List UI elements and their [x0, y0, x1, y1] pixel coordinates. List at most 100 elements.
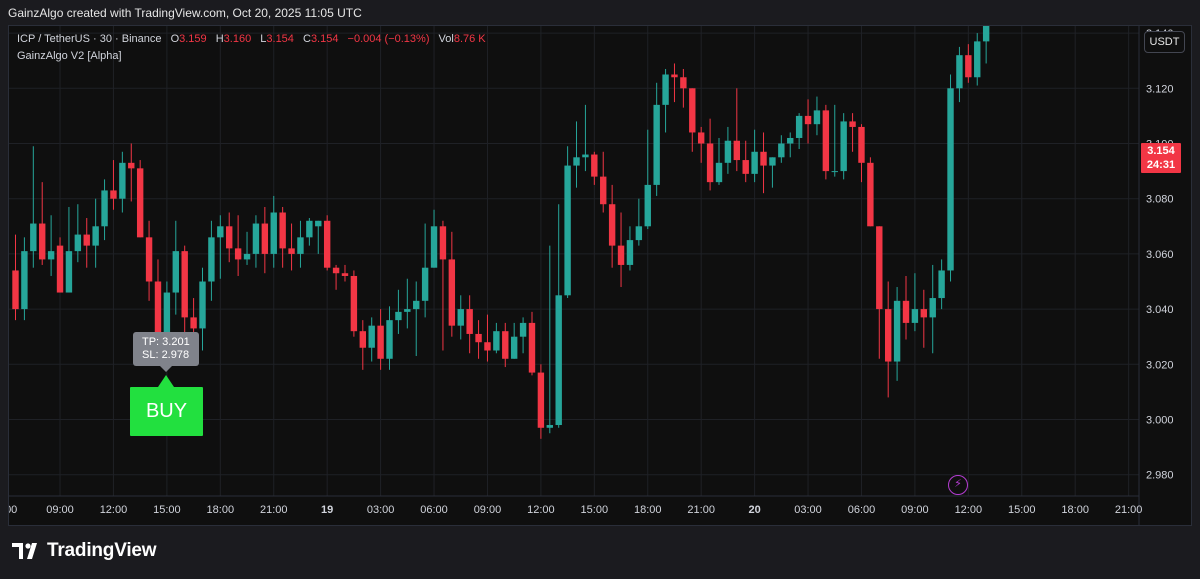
candle[interactable] — [671, 63, 678, 103]
candle[interactable] — [742, 140, 749, 183]
candle[interactable] — [386, 306, 393, 370]
candle[interactable] — [56, 237, 64, 293]
candle[interactable] — [217, 215, 224, 279]
candle[interactable] — [30, 146, 37, 268]
candle[interactable] — [689, 88, 696, 152]
candle[interactable] — [421, 223, 429, 318]
candle[interactable] — [350, 270, 358, 337]
candle[interactable] — [813, 96, 821, 136]
candle[interactable] — [564, 146, 571, 299]
candle[interactable] — [635, 198, 643, 246]
candle[interactable] — [519, 317, 527, 354]
candle[interactable] — [252, 215, 260, 268]
candle[interactable] — [920, 289, 928, 348]
candle[interactable] — [510, 322, 518, 359]
candle[interactable] — [617, 212, 625, 288]
candle[interactable] — [359, 320, 366, 370]
candle[interactable] — [911, 273, 919, 332]
candle[interactable] — [644, 129, 651, 230]
candle[interactable] — [608, 184, 616, 268]
candle[interactable] — [493, 322, 500, 354]
candle[interactable] — [448, 231, 456, 337]
candle[interactable] — [715, 137, 723, 185]
candle[interactable] — [876, 226, 883, 359]
candle[interactable] — [867, 157, 874, 227]
candle[interactable] — [884, 281, 892, 398]
candle[interactable] — [466, 295, 473, 354]
lightning-icon[interactable]: ⚡︎ — [948, 475, 968, 495]
candle[interactable] — [822, 104, 830, 180]
candle[interactable] — [83, 218, 90, 268]
candle[interactable] — [787, 132, 794, 158]
candle[interactable] — [234, 215, 242, 276]
candle[interactable] — [528, 311, 536, 376]
candle[interactable] — [306, 218, 313, 246]
candle[interactable] — [982, 26, 990, 64]
candle[interactable] — [21, 237, 28, 321]
candle[interactable] — [582, 104, 589, 172]
candle[interactable] — [697, 126, 705, 163]
candle[interactable] — [555, 204, 562, 428]
candle[interactable] — [769, 157, 776, 188]
candle[interactable] — [626, 226, 634, 271]
candle[interactable] — [101, 179, 108, 241]
candle[interactable] — [243, 231, 251, 265]
candle[interactable] — [537, 364, 545, 439]
candle[interactable] — [902, 275, 910, 340]
candle[interactable] — [39, 182, 46, 265]
candle[interactable] — [119, 151, 126, 213]
candle[interactable] — [74, 204, 82, 263]
candle[interactable] — [279, 206, 286, 268]
candle[interactable] — [751, 129, 758, 183]
chart-frame[interactable]: 2.9602.9803.0003.0203.0403.0603.0803.100… — [8, 25, 1192, 526]
brand[interactable]: TradingView — [12, 540, 157, 562]
candle[interactable] — [404, 278, 411, 329]
candle[interactable] — [947, 74, 954, 282]
candle[interactable] — [778, 135, 785, 163]
candle[interactable] — [706, 118, 714, 191]
candle[interactable] — [395, 289, 402, 334]
candle[interactable] — [288, 223, 295, 271]
candle[interactable] — [315, 220, 322, 254]
currency-button[interactable]: USDT — [1144, 31, 1185, 53]
candle[interactable] — [208, 220, 215, 301]
candle[interactable] — [804, 99, 812, 144]
candle[interactable] — [457, 295, 464, 340]
candle[interactable] — [475, 320, 482, 359]
candle[interactable] — [181, 245, 188, 343]
candle[interactable] — [795, 113, 803, 150]
candle[interactable] — [439, 220, 447, 351]
candle[interactable] — [261, 206, 269, 274]
candle[interactable] — [47, 215, 55, 276]
candle[interactable] — [270, 195, 277, 268]
candle[interactable] — [128, 143, 135, 202]
candle[interactable] — [831, 104, 838, 177]
candle[interactable] — [502, 322, 509, 368]
candle[interactable] — [12, 234, 19, 321]
candle[interactable] — [546, 245, 553, 434]
candle[interactable] — [92, 198, 99, 268]
candle[interactable] — [199, 267, 206, 351]
candle[interactable] — [600, 151, 607, 213]
candle[interactable] — [172, 220, 179, 315]
candle[interactable] — [662, 68, 669, 133]
candle[interactable] — [368, 317, 375, 362]
candle[interactable] — [145, 220, 153, 301]
candle[interactable] — [430, 209, 438, 268]
candle[interactable] — [956, 46, 963, 103]
candle[interactable] — [341, 264, 349, 282]
candle[interactable] — [724, 126, 732, 174]
candle[interactable] — [332, 264, 340, 290]
candle[interactable] — [136, 160, 144, 238]
candle[interactable] — [297, 220, 304, 268]
candle[interactable] — [680, 68, 687, 108]
candle[interactable] — [965, 44, 972, 83]
candlestick-chart[interactable]: 2.9602.9803.0003.0203.0403.0603.0803.100… — [9, 26, 1192, 526]
candle[interactable] — [840, 113, 847, 180]
candle[interactable] — [653, 82, 660, 196]
candle[interactable] — [733, 88, 741, 172]
candle[interactable] — [484, 314, 491, 362]
candle[interactable] — [573, 121, 580, 188]
candle[interactable] — [65, 206, 73, 293]
candle[interactable] — [591, 151, 598, 185]
